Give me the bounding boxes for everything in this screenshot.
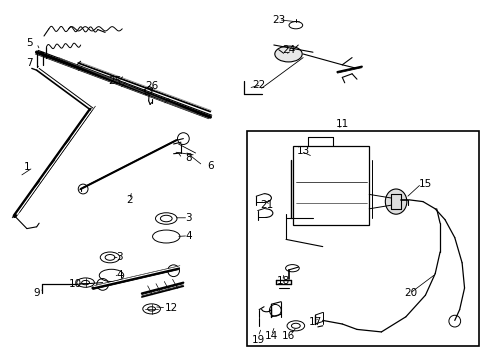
Text: 13: 13 [296, 146, 309, 156]
Text: 6: 6 [206, 161, 213, 171]
Text: 15: 15 [418, 179, 431, 189]
Text: 17: 17 [308, 317, 322, 327]
Text: 18: 18 [276, 276, 290, 286]
Bar [246, 131, 478, 346]
Text: 9: 9 [33, 288, 40, 298]
Text: 7: 7 [26, 58, 33, 68]
Text: 24: 24 [281, 45, 295, 55]
Text: 2: 2 [126, 195, 133, 205]
Text: 23: 23 [271, 15, 285, 25]
Ellipse shape [274, 46, 302, 62]
Text: 21: 21 [259, 200, 273, 210]
Text: 4: 4 [116, 270, 123, 280]
Text: 14: 14 [264, 330, 278, 341]
Text: 1: 1 [23, 162, 30, 172]
Text: 22: 22 [252, 80, 265, 90]
Text: 5: 5 [26, 38, 33, 48]
Text: 3: 3 [116, 252, 123, 262]
Text: 11: 11 [335, 119, 348, 129]
Text: 3: 3 [184, 213, 191, 223]
Text: 26: 26 [144, 81, 158, 91]
Text: 8: 8 [184, 153, 191, 163]
Bar [293, 146, 368, 225]
Text: 12: 12 [164, 303, 178, 313]
Text: 4: 4 [184, 231, 191, 241]
Text: 16: 16 [281, 330, 295, 341]
Text: 19: 19 [251, 335, 264, 345]
Ellipse shape [385, 189, 406, 214]
Text: 20: 20 [404, 288, 416, 298]
Text: 10: 10 [69, 279, 82, 289]
Text: 25: 25 [108, 76, 122, 86]
